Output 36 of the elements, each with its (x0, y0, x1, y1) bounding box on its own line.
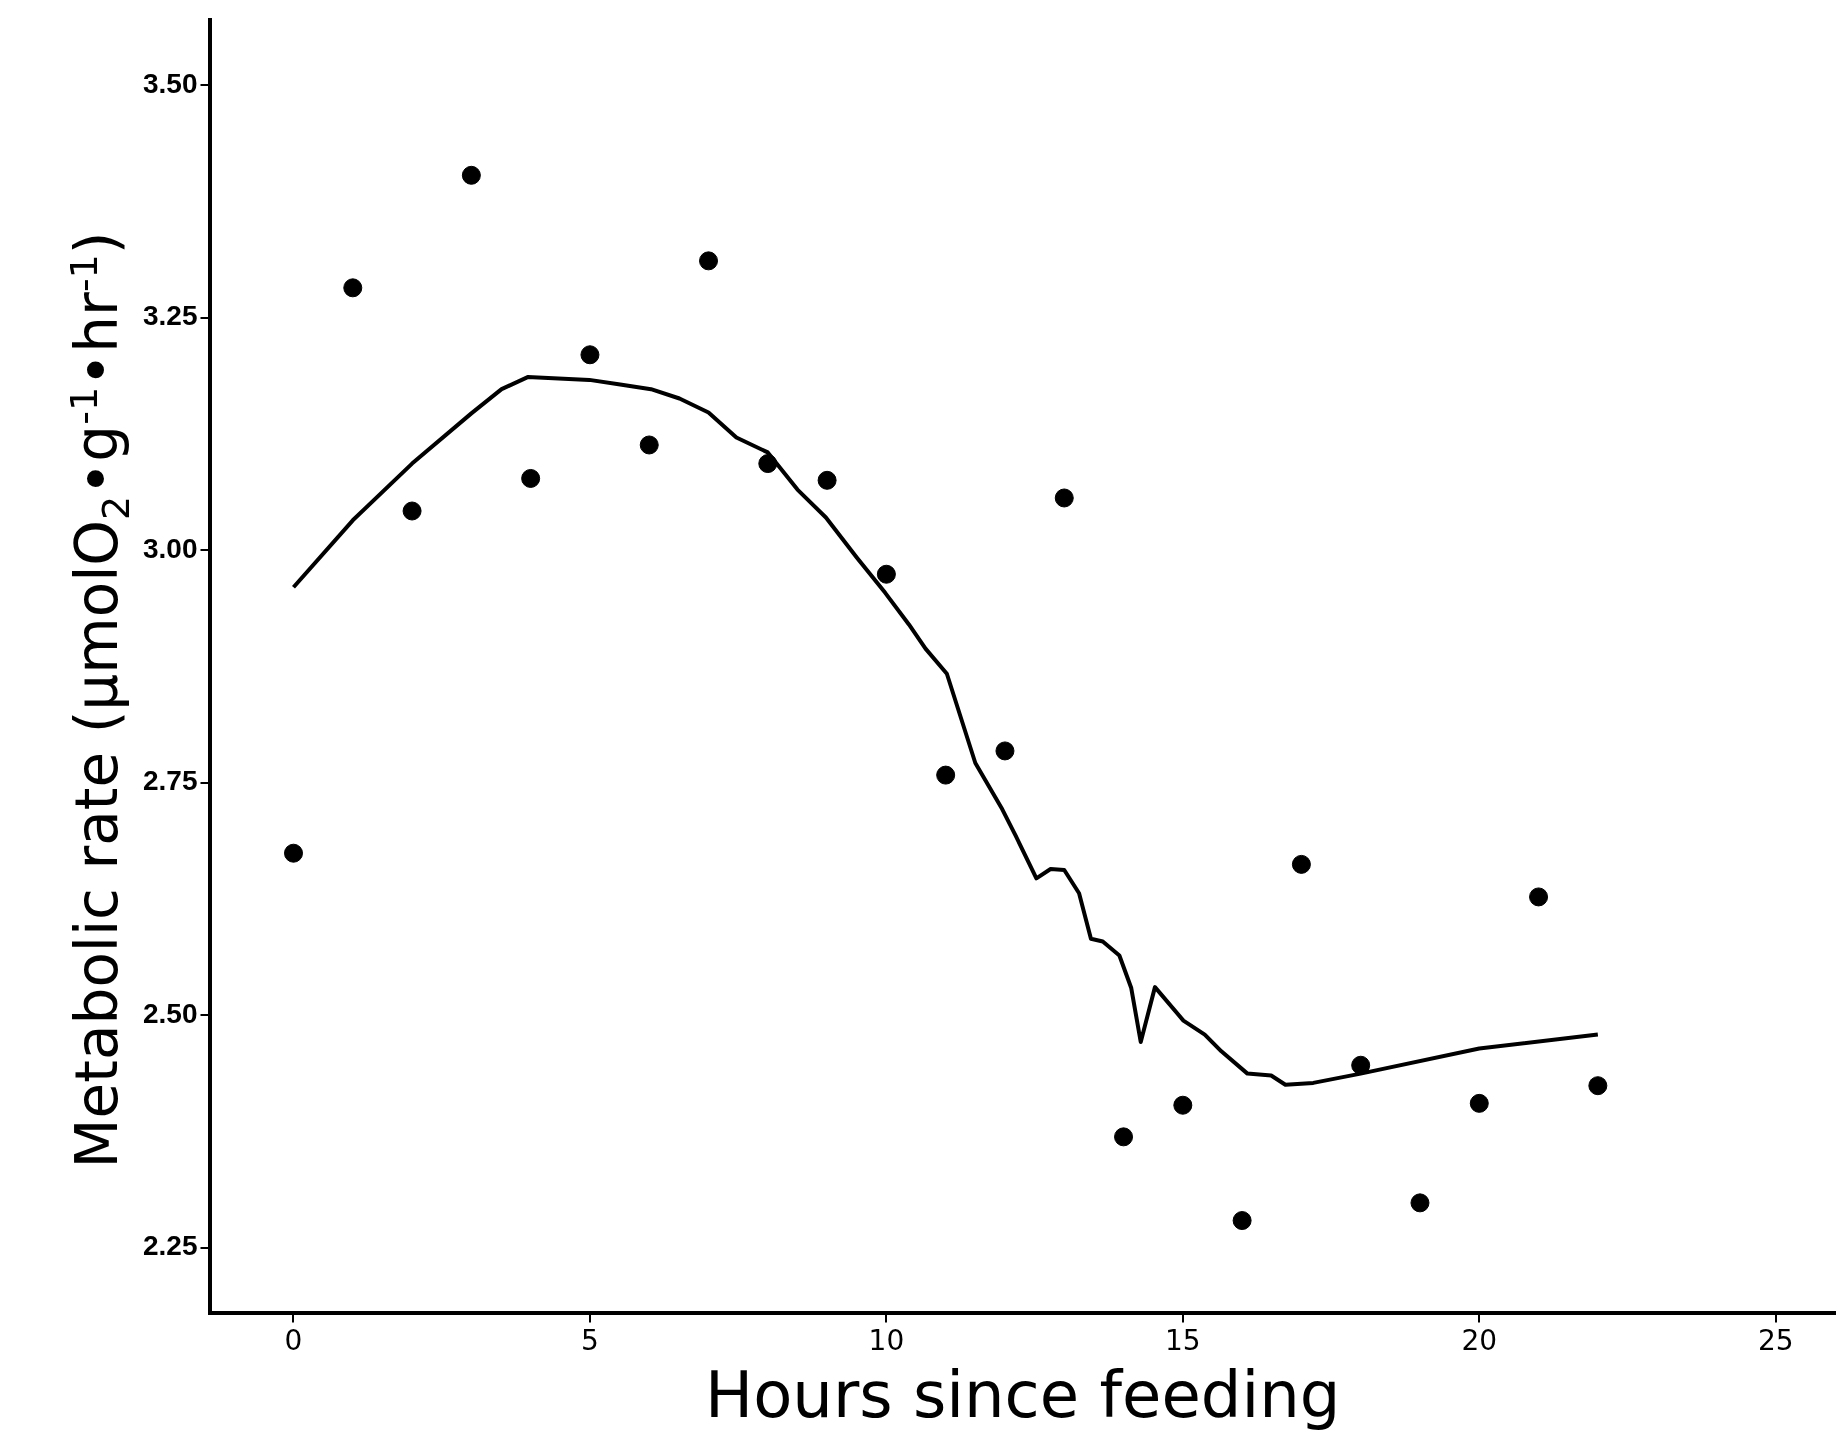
point (1173, 1095, 1193, 1115)
point (1588, 1076, 1608, 1096)
x-tick-label: 25 (1757, 1323, 1794, 1357)
x-tick-label: 0 (284, 1323, 303, 1357)
point (1291, 854, 1311, 874)
point (343, 278, 363, 298)
point (758, 454, 778, 474)
point (461, 165, 481, 185)
y-tick-label: 3.25 (143, 300, 198, 332)
point (1351, 1055, 1371, 1075)
y-tick-label: 2.75 (143, 765, 198, 797)
x-tick-label: 20 (1461, 1323, 1498, 1357)
y-tick-label: 3.50 (143, 67, 198, 99)
x-tick-label: 15 (1165, 1323, 1201, 1357)
point (284, 843, 303, 863)
y-tick-label: 3.00 (143, 532, 198, 564)
point (1469, 1093, 1489, 1113)
point (1232, 1211, 1252, 1231)
x-tick-label: 10 (868, 1323, 905, 1357)
point (402, 501, 422, 521)
y-tick-label: 2.25 (143, 1230, 198, 1262)
point (1529, 887, 1549, 907)
point (876, 564, 896, 584)
point (639, 435, 659, 455)
point (995, 741, 1015, 761)
x-axis-title: Hours since feeding (705, 1358, 1341, 1433)
point (817, 470, 837, 490)
point (699, 251, 719, 271)
point (521, 468, 541, 488)
point (1114, 1127, 1134, 1147)
y-tick-label: 2.50 (143, 997, 198, 1029)
point (1410, 1193, 1430, 1213)
point (1054, 488, 1074, 508)
point (936, 765, 956, 785)
point (580, 345, 600, 365)
x-tick-label: 5 (581, 1323, 599, 1357)
